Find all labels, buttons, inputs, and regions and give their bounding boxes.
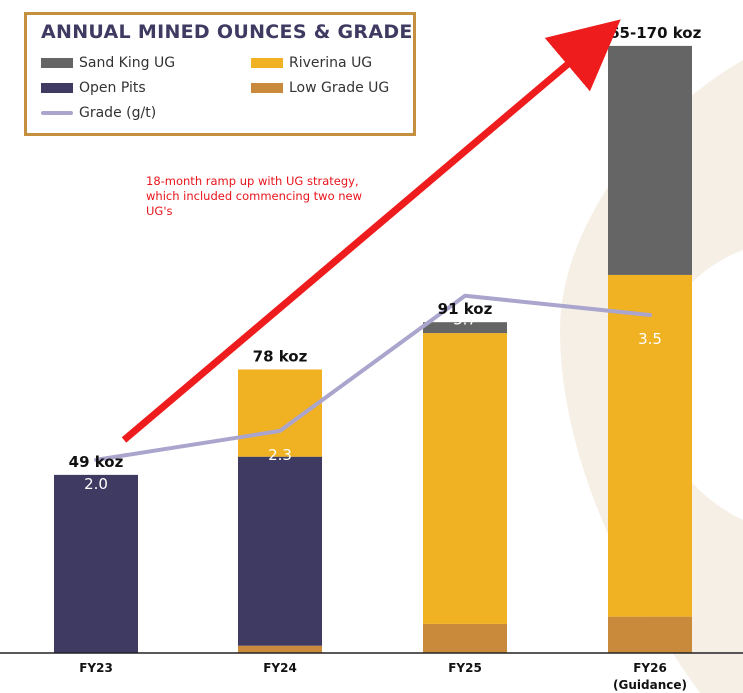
bar-total-label: 49 koz xyxy=(69,453,124,471)
ramp-up-arrow xyxy=(121,19,621,443)
legend-label-riverina-ug: Riverina UG xyxy=(289,55,373,71)
grade-value-label: 2.0 xyxy=(84,475,108,493)
bar-segment-riverina-ug-fy25 xyxy=(423,333,507,624)
annotation-line: which included commencing two new xyxy=(146,189,363,203)
grade-value-label: 3.5 xyxy=(638,330,662,348)
legend-swatch-riverina-ug xyxy=(251,58,283,68)
bars xyxy=(54,45,692,653)
legend-item-grade: Grade (g/t) xyxy=(41,102,156,124)
x-axis-labels: FY23 FY24 FY25 FY26 (Guidance) xyxy=(79,661,687,692)
legend-swatch-open-pits xyxy=(41,83,73,93)
legend: ANNUAL MINED OUNCES & GRADE Sand King UG… xyxy=(24,12,416,136)
x-tick-label: FY23 xyxy=(79,661,113,675)
legend-item-riverina-ug: Riverina UG xyxy=(251,52,372,74)
bar-total-label: 78 koz xyxy=(253,347,308,365)
legend-label-open-pits: Open Pits xyxy=(79,80,146,96)
bar-segment-low-grade-ug-fy25 xyxy=(423,623,507,653)
bar-segment-sand-king-ug-fy26 xyxy=(608,45,692,275)
x-tick-label: FY25 xyxy=(448,661,482,675)
bar-segment-low-grade-ug-fy24 xyxy=(238,645,322,653)
grade-line xyxy=(94,293,652,462)
grade-series: 2.0 2.3 3.7 3.5 xyxy=(84,293,662,493)
legend-item-low-grade-ug: Low Grade UG xyxy=(251,77,389,99)
bar-segment-open-pits-fy23 xyxy=(54,474,138,653)
grade-value-label: 3.7 xyxy=(453,311,477,329)
bar-segment-riverina-ug-fy26 xyxy=(608,274,692,617)
legend-swatch-low-grade-ug xyxy=(251,83,283,93)
bar-totals: 49 koz 78 koz 91 koz 165-170 koz xyxy=(69,24,702,471)
legend-swatch-sand-king-ug xyxy=(41,58,73,68)
grade-value-label: 2.3 xyxy=(268,446,292,464)
bar-segment-sand-king-ug-fy25 xyxy=(423,322,507,334)
x-tick-sublabel: (Guidance) xyxy=(613,678,687,692)
x-tick-label: FY24 xyxy=(263,661,297,675)
annotation-line: 18-month ramp up with UG strategy, xyxy=(146,174,359,188)
x-tick-label: FY26 xyxy=(633,661,667,675)
legend-swatch-grade xyxy=(41,111,73,115)
bar-segment-open-pits-fy24 xyxy=(238,456,322,646)
ramp-up-annotation: 18-month ramp up with UG strategy, which… xyxy=(146,174,396,219)
legend-label-low-grade-ug: Low Grade UG xyxy=(289,80,390,96)
bar-segment-riverina-ug-fy24 xyxy=(238,369,322,457)
legend-label-grade: Grade (g/t) xyxy=(79,105,157,121)
legend-label-sand-king-ug: Sand King UG xyxy=(79,55,176,71)
legend-item-sand-king-ug: Sand King UG xyxy=(41,52,175,74)
bar-total-label: 165-170 koz xyxy=(599,24,702,42)
bar-total-label: 91 koz xyxy=(438,300,493,318)
bar-segment-low-grade-ug-fy26 xyxy=(608,616,692,653)
chart-title: ANNUAL MINED OUNCES & GRADE xyxy=(41,21,413,43)
annotation-line: UG's xyxy=(146,204,173,218)
legend-item-open-pits: Open Pits xyxy=(41,77,146,99)
